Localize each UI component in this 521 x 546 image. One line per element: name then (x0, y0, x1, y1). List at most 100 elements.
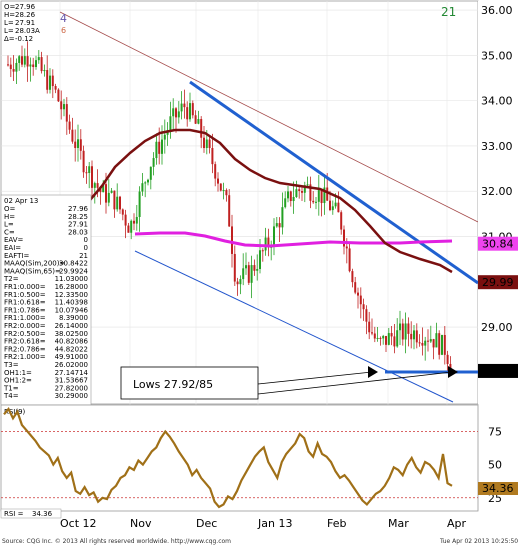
data-box-label-4: EAV= (4, 236, 24, 244)
header-value-0: 27.96 (15, 3, 36, 11)
candle-body-156 (443, 334, 446, 355)
candle-body-74 (214, 164, 217, 179)
price-tick-4: 32.00 (481, 185, 513, 198)
price-axis-background (478, 1, 518, 404)
data-box-value-9: 11.03000 (55, 275, 88, 283)
data-box-value-6: 21 (79, 252, 88, 260)
rsi-last-tag (478, 482, 518, 495)
data-box-label-9: T2= (3, 275, 19, 283)
candle-body-99 (284, 198, 287, 208)
date-tick-0: Oct 12 (60, 517, 97, 530)
candle-body-33 (99, 187, 102, 193)
candle-body-125 (357, 292, 359, 296)
data-box-label-18: FR2:0.786= (4, 345, 46, 353)
cursor-data-box: 02 Apr 13 O= 27.96 H= 28.25 L= 27.91 C= 28.03 EA… (0, 194, 92, 406)
data-box-label-19: FR2:1.000= (4, 353, 46, 361)
price-panel[interactable]: Lows 27.92/85 O= 27.96H= 28.26L= 27.91L= 28.… (0, 0, 479, 511)
candle-body-91 (261, 250, 264, 252)
data-box-label-22: OH1:2= (4, 377, 32, 385)
candle-body-26 (79, 139, 82, 151)
candle-body-17 (54, 86, 57, 90)
header-value-1: 28.26 (15, 11, 36, 19)
candle-body-109 (312, 200, 315, 203)
candle-body-59 (172, 108, 175, 117)
rsi-readout-box (0, 508, 62, 519)
candle-body-130 (371, 332, 373, 334)
data-box-value-19: 49.91000 (55, 353, 88, 361)
candle-body-27 (82, 150, 85, 173)
candle-body-58 (169, 116, 172, 131)
lows-arrowhead-1 (368, 366, 378, 378)
header-value-4: -0.12 (15, 35, 33, 43)
candle-body-81 (233, 253, 236, 282)
date-tick-5: Mar (388, 517, 409, 530)
candle-body-112 (320, 190, 323, 204)
candle-body-7 (26, 56, 29, 67)
footer-timestamp: Tue Apr 02 2013 10:25:50 (439, 538, 518, 545)
rsi-panel[interactable]: RSI(9) RSI = 34.36 (0, 404, 479, 519)
data-box-value-3: 28.03 (68, 228, 88, 236)
data-box-label-7: MAAQ(Sim,200)= (4, 260, 65, 268)
header-label-0: O= (4, 3, 16, 11)
candle-body-139 (396, 330, 399, 347)
header-value-2: 27.91 (15, 19, 35, 27)
candle-body-9 (32, 64, 35, 68)
lows-arrow-2 (257, 371, 453, 395)
candle-body-113 (323, 187, 326, 204)
candle-body-103 (295, 189, 298, 198)
instrument-label: 21 (441, 5, 456, 19)
candle-body-40 (119, 196, 121, 210)
candle-body-24 (74, 141, 77, 148)
header-value-3: 28.03A (15, 27, 40, 35)
downtrend-line (189, 80, 479, 285)
data-box-label-14: FR1:1.000= (4, 314, 46, 322)
candle-body-119 (340, 212, 343, 230)
wave-marker-4: 4 (60, 12, 67, 25)
lows-annotation-box (120, 366, 259, 400)
candle-body-100 (287, 191, 289, 199)
candle-body-41 (121, 209, 124, 215)
upper-channel-line (59, 11, 479, 223)
candle-body-62 (180, 103, 183, 112)
data-box-label-17: FR2:0.618= (4, 338, 46, 346)
data-box-label-6: EAFTI= (4, 252, 29, 260)
candle-body-87 (250, 265, 253, 283)
candle-body-19 (60, 101, 63, 110)
lower-channel-line (134, 250, 454, 403)
rsi-last-label: 34.36 (482, 482, 514, 495)
date-axis[interactable]: Oct 12 Nov Dec Jan 13 Feb Mar Apr (60, 517, 467, 530)
data-box-value-12: 11.40398 (55, 299, 88, 307)
candle-body-68 (197, 119, 200, 124)
date-tick-2: Dec (196, 517, 217, 530)
data-box-value-22: 31.53667 (55, 377, 88, 385)
candle-body-10 (35, 60, 37, 68)
candle-body-137 (390, 333, 393, 337)
candle-body-82 (236, 281, 239, 285)
candle-body-144 (410, 333, 413, 340)
candle-body-89 (256, 268, 259, 271)
price-tag-label-0: 30.84 (482, 238, 514, 251)
lows-arrowhead-2 (448, 366, 458, 378)
candle-body-13 (43, 70, 46, 72)
candle-body-11 (37, 57, 40, 61)
candle-body-142 (404, 323, 407, 340)
data-box-value-16: 38.02500 (55, 330, 88, 338)
data-box-label-5: EAI= (4, 244, 21, 252)
data-box-value-7: 30.8422 (59, 260, 88, 268)
data-box-label-23: T1= (3, 384, 19, 392)
wave-marker-6: 6 (61, 26, 66, 35)
candle-body-50 (147, 179, 149, 183)
data-box-label-16: FR2:0.500= (4, 330, 46, 338)
candle-body-8 (29, 64, 32, 67)
data-box-value-14: 8.39000 (59, 314, 88, 322)
lows-arrow-1 (257, 371, 373, 385)
candle-body-92 (264, 237, 267, 251)
candle-body-136 (387, 333, 390, 345)
price-tag-label-2: 28.03 (482, 365, 514, 378)
candle-body-149 (424, 340, 427, 346)
candle-body-86 (247, 265, 250, 283)
candle-body-95 (273, 226, 275, 247)
candle-body-105 (301, 190, 303, 193)
